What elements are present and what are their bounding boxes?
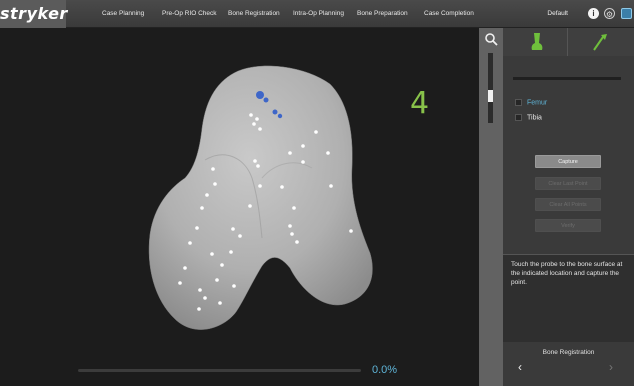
user-profile-label[interactable]: Default <box>547 10 568 17</box>
femur-icon[interactable] <box>529 32 545 52</box>
clear-last-point-button[interactable]: Clear Last Point <box>535 177 601 190</box>
tibia-checkbox[interactable] <box>515 114 522 121</box>
panel-separator-bar <box>513 77 621 80</box>
registration-progress-bar <box>78 369 361 372</box>
tab-divider <box>567 28 568 56</box>
top-bar: stryker Case Planning Pre-Op RIO Check B… <box>0 0 634 28</box>
nav-tab-intra-op-planning[interactable]: Intra-Op Planning <box>293 10 344 17</box>
stryker-logo: stryker <box>0 0 67 28</box>
bone-option-femur[interactable]: Femur <box>515 99 547 106</box>
magnifier-icon[interactable] <box>484 32 498 46</box>
nav-tab-case-planning[interactable]: Case Planning <box>102 10 145 17</box>
femur-checkbox[interactable] <box>515 99 522 106</box>
instruction-text: Touch the probe to the bone surface at t… <box>503 254 634 342</box>
zoom-slider-track[interactable] <box>488 53 493 123</box>
target-points <box>256 91 283 119</box>
chevron-left-icon[interactable]: ‹ <box>518 360 522 374</box>
capture-button[interactable]: Capture <box>535 155 601 168</box>
bone-option-tibia[interactable]: Tibia <box>515 114 542 121</box>
workflow-step-label: Bone Registration <box>542 349 595 356</box>
nav-tab-bone-registration[interactable]: Bone Registration <box>228 10 280 17</box>
chevron-right-icon[interactable]: › <box>609 360 613 374</box>
nav-tab-case-completion[interactable]: Case Completion <box>424 10 474 17</box>
zoom-slider-thumb[interactable] <box>488 90 493 102</box>
nav-tab-bone-preparation[interactable]: Bone Preparation <box>357 10 408 17</box>
femur-model <box>148 65 373 330</box>
current-point-number: 4 <box>410 86 430 121</box>
info-icon[interactable]: i <box>588 8 599 19</box>
display-icon[interactable] <box>621 8 632 19</box>
registration-points <box>178 113 353 311</box>
verify-button[interactable]: Verify <box>535 219 601 232</box>
nav-tab-pre-op-rio-check[interactable]: Pre-Op RIO Check <box>162 10 217 17</box>
gear-icon[interactable]: ⚙ <box>604 8 615 19</box>
registration-progress-text: 0.0% <box>372 364 398 376</box>
clear-all-points-button[interactable]: Clear All Points <box>535 198 601 211</box>
probe-icon[interactable] <box>591 32 609 52</box>
bone-3d-viewport[interactable]: 4 <box>0 28 479 386</box>
femur-surface <box>148 65 373 330</box>
panel-tab-bar <box>503 28 634 56</box>
